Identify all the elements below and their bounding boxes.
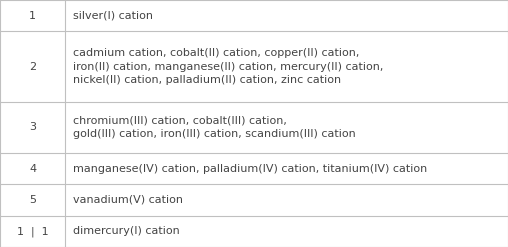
- Text: 4: 4: [29, 164, 36, 174]
- Text: 1: 1: [29, 11, 36, 21]
- Text: silver(I) cation: silver(I) cation: [73, 11, 153, 21]
- Text: dimercury(I) cation: dimercury(I) cation: [73, 226, 180, 236]
- Text: 3: 3: [29, 123, 36, 132]
- Text: 1  |  1: 1 | 1: [17, 226, 48, 237]
- Text: chromium(III) cation, cobalt(III) cation,
gold(III) cation, iron(III) cation, sc: chromium(III) cation, cobalt(III) cation…: [73, 116, 356, 139]
- Text: cadmium cation, cobalt(II) cation, copper(II) cation,
iron(II) cation, manganese: cadmium cation, cobalt(II) cation, coppe…: [73, 48, 384, 85]
- Text: vanadium(V) cation: vanadium(V) cation: [73, 195, 183, 205]
- Text: 5: 5: [29, 195, 36, 205]
- Text: manganese(IV) cation, palladium(IV) cation, titanium(IV) cation: manganese(IV) cation, palladium(IV) cati…: [73, 164, 427, 174]
- Text: 2: 2: [29, 62, 36, 72]
